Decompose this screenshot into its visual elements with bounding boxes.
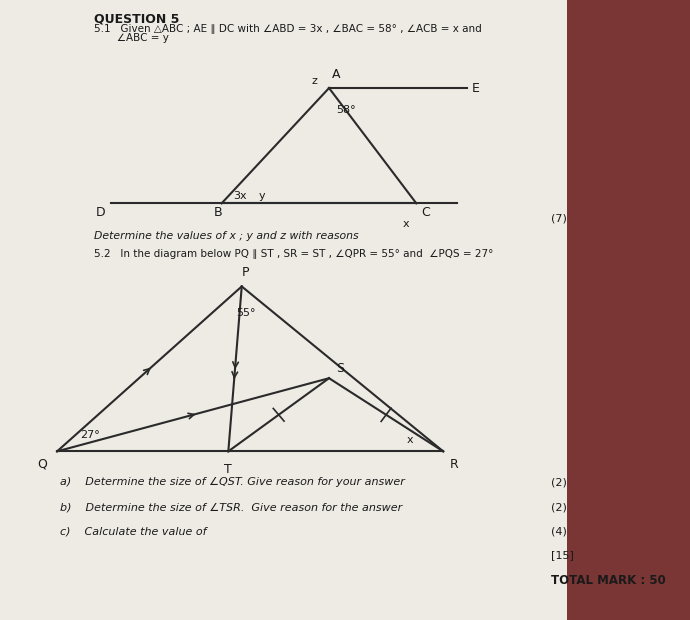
Text: S: S	[336, 362, 344, 375]
Text: 27°: 27°	[81, 430, 100, 440]
Text: P: P	[241, 266, 249, 279]
Text: TOTAL MARK : 50: TOTAL MARK : 50	[551, 574, 665, 587]
Text: y: y	[259, 191, 265, 201]
Text: (2): (2)	[551, 477, 566, 487]
Text: 5.1   Given △ABC ; AE ∥ DC with ∠ABD = 3x , ∠BAC = 58° , ∠ACB = x and: 5.1 Given △ABC ; AE ∥ DC with ∠ABD = 3x …	[94, 24, 482, 33]
Text: Q: Q	[37, 458, 47, 471]
Text: T: T	[224, 463, 233, 476]
Text: 5.2   In the diagram below PQ ∥ ST , SR = ST , ∠QPR = 55° and  ∠PQS = 27°: 5.2 In the diagram below PQ ∥ ST , SR = …	[94, 249, 493, 259]
Text: b)    Determine the size of ∠TSR.  Give reason for the answer: b) Determine the size of ∠TSR. Give reas…	[61, 502, 403, 512]
FancyBboxPatch shape	[0, 0, 567, 620]
Text: (2): (2)	[551, 502, 566, 512]
Text: R: R	[450, 458, 459, 471]
Text: 58°: 58°	[336, 105, 355, 115]
Text: 3x: 3x	[234, 191, 247, 201]
Text: QUESTION 5: QUESTION 5	[94, 12, 179, 25]
Text: z: z	[311, 76, 317, 86]
Text: D: D	[96, 206, 106, 219]
Text: c)    Calculate the value of: c) Calculate the value of	[61, 527, 207, 537]
Text: (4): (4)	[551, 527, 566, 537]
Text: 55°: 55°	[237, 308, 256, 318]
Text: B: B	[214, 206, 223, 219]
Text: A: A	[333, 68, 341, 81]
Text: (7): (7)	[551, 214, 566, 224]
Text: ∠ABC = y: ∠ABC = y	[94, 33, 169, 43]
Text: x: x	[406, 435, 413, 445]
Text: E: E	[472, 82, 480, 94]
Text: x: x	[403, 219, 410, 229]
Text: C: C	[422, 206, 431, 219]
Text: Determine the values of x ; y and z with reasons: Determine the values of x ; y and z with…	[94, 231, 359, 241]
Text: [15]: [15]	[551, 551, 573, 560]
Text: a)    Determine the size of ∠QST. Give reason for your answer: a) Determine the size of ∠QST. Give reas…	[61, 477, 405, 487]
